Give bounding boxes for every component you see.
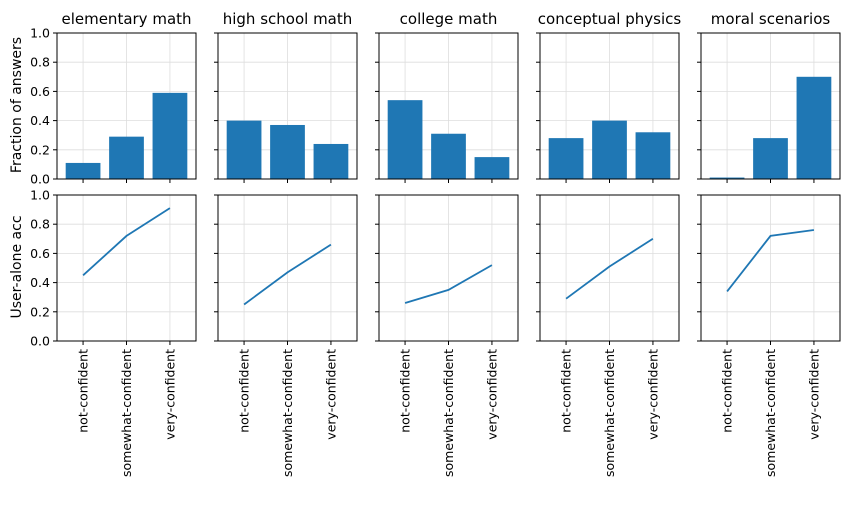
panel-5: moral scenarios not-confident somewhat-con… — [697, 10, 840, 477]
panel-2: high school math not-confident somewhat-co… — [214, 10, 357, 477]
x-tick-label: somewhat-confident — [119, 349, 134, 477]
panel-title: college math — [400, 10, 498, 28]
bar-not-confident — [227, 121, 262, 179]
line-axes: 0.0 0.2 0.4 0.6 0.8 1.0 not-confident somewhat-… — [30, 188, 196, 478]
x-tick-label: not-confident — [559, 349, 574, 433]
bar-somewhat-confident — [109, 137, 144, 179]
panel-title: moral scenarios — [711, 10, 831, 28]
bar-somewhat-confident — [753, 138, 788, 179]
panel-3: college math not-confident somewhat-confid… — [375, 10, 518, 477]
panel-title: conceptual physics — [538, 10, 682, 28]
x-tick-label: somewhat-confident — [602, 349, 617, 477]
y-tick-label: 1.0 — [30, 188, 50, 203]
bottom-row-ylabel: User-alone acc — [9, 215, 25, 318]
bar-very-confident — [314, 144, 349, 179]
x-tick-label: very-confident — [806, 349, 821, 440]
bar-very-confident — [475, 157, 510, 179]
y-tick-label: 0.2 — [30, 304, 50, 319]
bar-not-confident — [66, 163, 101, 179]
y-tick-label: 0.6 — [30, 246, 50, 261]
bar-axes — [536, 33, 679, 183]
bar-very-confident — [153, 93, 188, 179]
line-axes: not-confident somewhat-confident very-conf… — [214, 195, 357, 477]
x-tick-label: not-confident — [398, 349, 413, 433]
bar-not-confident — [549, 138, 584, 179]
y-tick-label: 0.0 — [30, 334, 50, 349]
panel-4: conceptual physics not-confident somewhat-… — [536, 10, 681, 477]
x-tick-label: very-confident — [162, 349, 177, 440]
y-tick-label: 0.0 — [30, 172, 50, 187]
y-tick-label: 0.4 — [30, 113, 50, 128]
bar-axes — [214, 33, 357, 183]
line-axes: not-confident somewhat-confident very-conf… — [536, 195, 679, 477]
x-tick-label: somewhat-confident — [280, 349, 295, 477]
y-tick-label: 0.8 — [30, 55, 50, 70]
top-row-ylabel: Fraction of answers — [9, 37, 25, 173]
line-axes: not-confident somewhat-confident very-conf… — [697, 195, 840, 477]
y-tick-label: 0.6 — [30, 84, 50, 99]
x-tick-label: not-confident — [720, 349, 735, 433]
y-tick-label: 0.4 — [30, 275, 50, 290]
x-tick-label: somewhat-confident — [441, 349, 456, 477]
line-axes: not-confident somewhat-confident very-conf… — [375, 195, 518, 477]
x-tick-label: very-confident — [645, 349, 660, 440]
bar-somewhat-confident — [592, 121, 627, 179]
x-tick-label: very-confident — [484, 349, 499, 440]
panel-1: elementary math0.00.20.40.60.81.00.00.20… — [30, 10, 196, 477]
x-tick-label: somewhat-confident — [763, 349, 778, 477]
x-tick-label: not-confident — [76, 349, 91, 433]
x-tick-label: very-confident — [323, 349, 338, 440]
bar-somewhat-confident — [431, 134, 466, 179]
bar-axes — [697, 33, 840, 183]
bar-somewhat-confident — [270, 125, 305, 179]
bar-very-confident — [797, 77, 832, 179]
bar-not-confident — [388, 100, 423, 179]
y-tick-label: 1.0 — [30, 26, 50, 41]
panel-title: high school math — [223, 10, 353, 28]
bar-very-confident — [636, 132, 671, 179]
y-tick-label: 0.8 — [30, 217, 50, 232]
bar-axes — [375, 33, 518, 183]
panel-title: elementary math — [61, 10, 191, 28]
bar-axes: 0.0 0.2 0.4 0.6 0.8 1.0 — [30, 26, 196, 187]
y-tick-label: 0.2 — [30, 142, 50, 157]
x-tick-label: not-confident — [237, 349, 252, 433]
